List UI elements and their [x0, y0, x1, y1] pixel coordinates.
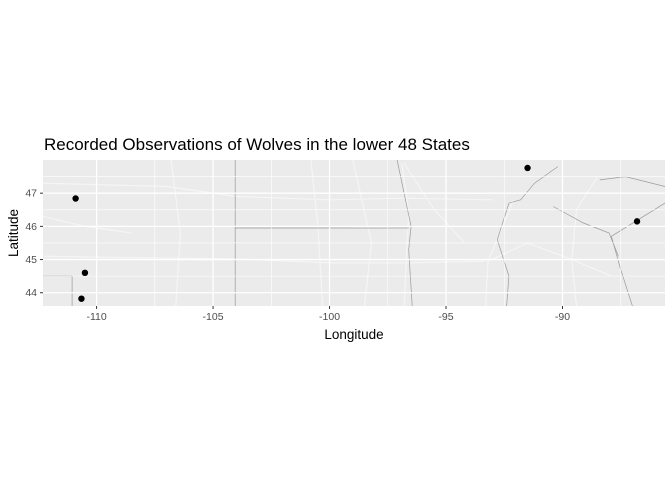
x-tick-label: -95	[438, 311, 453, 323]
road-line	[43, 255, 486, 264]
observation-point	[633, 218, 641, 225]
x-tick-label: -110	[86, 311, 106, 323]
x-axis-label: Longitude	[324, 327, 383, 342]
y-tick-label: 44	[25, 287, 37, 299]
grid-lines	[43, 160, 665, 306]
x-tick-label: -90	[555, 311, 570, 323]
plot-panel	[43, 160, 665, 306]
y-tick-label: 45	[25, 254, 37, 266]
y-axis-label: Latitude	[6, 209, 21, 257]
observation-points	[72, 164, 641, 302]
y-tick-label: 46	[25, 221, 37, 233]
chart-title: Recorded Observations of Wolves in the l…	[44, 135, 470, 154]
road-line	[487, 242, 612, 277]
observation-point	[78, 295, 85, 302]
observation-point	[81, 269, 89, 277]
road-line	[170, 160, 182, 306]
observation-point	[72, 195, 79, 202]
axes: -110 -105 -100 -95 -90 44 45 46 47 Longitude Latit…	[6, 188, 570, 342]
observation-point	[524, 164, 531, 172]
x-tick-label: -100	[319, 311, 340, 323]
y-tick-label: 47	[25, 188, 37, 200]
road-line	[401, 163, 410, 306]
road-line	[43, 182, 493, 201]
x-tick-label: -105	[203, 311, 224, 323]
